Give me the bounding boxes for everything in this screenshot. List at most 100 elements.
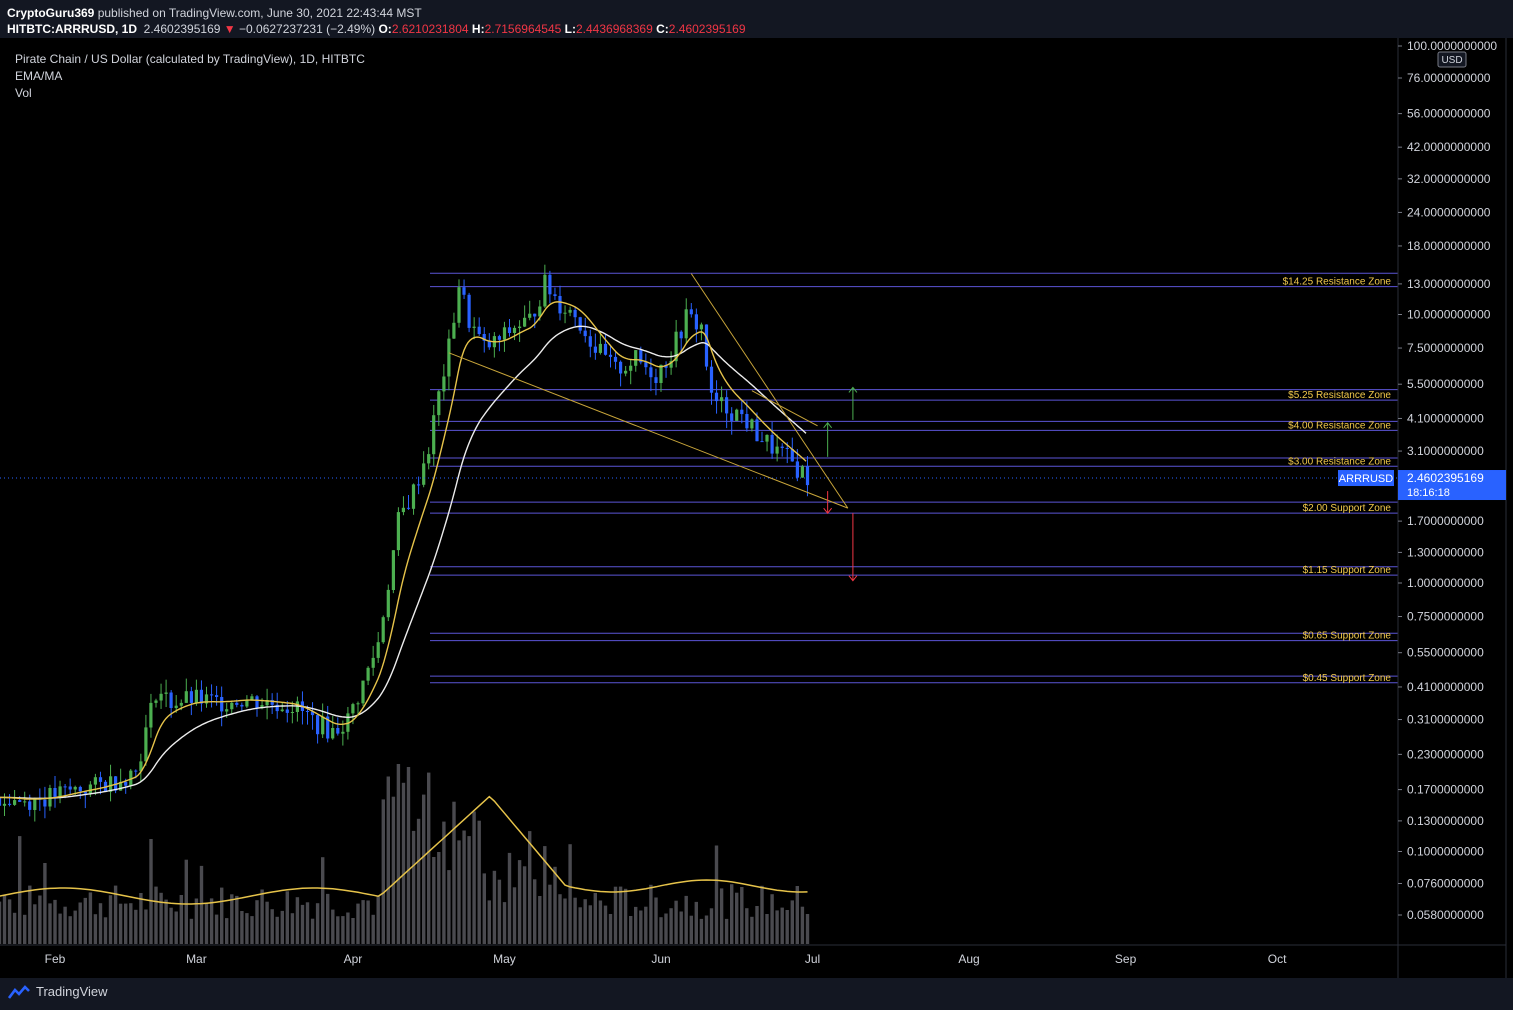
ma-line <box>0 325 807 799</box>
candle-body <box>467 294 471 328</box>
candle-body <box>563 312 567 314</box>
price-axis[interactable]: 100.0000000000 76.0000000000 56.0000000000… <box>1338 38 1513 978</box>
open-label: O: <box>378 22 392 36</box>
volume-bar <box>113 885 118 944</box>
price-chart[interactable]: $14.25 Resistance Zone $5.25 Resistance Z… <box>0 38 1513 978</box>
price-tick-label: 7.5000000000 <box>1407 341 1484 355</box>
candle-body <box>280 709 284 712</box>
volume-bar <box>588 905 592 944</box>
volume-bar <box>139 893 143 944</box>
candle-body <box>93 777 97 785</box>
symbol-tag <box>1338 470 1394 487</box>
candle-body <box>497 336 501 340</box>
candle-body <box>699 324 703 330</box>
candle-body <box>664 364 668 368</box>
volume-bar <box>634 906 638 944</box>
candle-body <box>608 354 613 357</box>
zone-label: $2.00 Support Zone <box>1303 503 1392 514</box>
volume-bar <box>220 887 224 944</box>
candle-body <box>679 331 683 339</box>
candle-body <box>48 788 52 807</box>
volume-bar <box>482 873 486 944</box>
candle-body <box>63 786 67 788</box>
volume-bar <box>48 903 52 944</box>
volume-bar <box>315 903 320 944</box>
candle-body <box>134 770 138 772</box>
volume-bar <box>43 863 47 944</box>
volume-bar <box>179 895 183 944</box>
candle-body <box>745 414 749 429</box>
candle-body <box>109 776 113 792</box>
volume-bar <box>765 914 769 944</box>
volume-bar <box>0 901 2 944</box>
volume-bar <box>275 916 279 944</box>
volume-bar <box>124 903 128 944</box>
publish-line: CryptoGuru369 published on TradingView.c… <box>7 6 422 20</box>
volume-bar <box>33 904 37 944</box>
candle-body <box>310 711 315 716</box>
ema-legend[interactable]: EMA/MA <box>15 69 63 83</box>
volume-bar <box>719 888 724 944</box>
tradingview-logo[interactable]: TradingView <box>8 984 108 999</box>
price-tick-label: 10.0000000000 <box>1407 308 1491 322</box>
candle-body <box>573 309 577 318</box>
candle-body <box>230 702 234 710</box>
volume-bar <box>68 916 72 944</box>
high-value: 2.7156964545 <box>484 22 562 36</box>
candle-body <box>275 704 279 712</box>
open-value: 2.6210231804 <box>391 22 469 36</box>
candle-body <box>558 296 562 314</box>
volume-bar <box>659 917 663 944</box>
volume-bar <box>386 776 390 944</box>
candle-body <box>285 709 289 713</box>
price-tick-label: 1.7000000000 <box>1407 514 1484 528</box>
vol-legend[interactable]: Vol <box>15 86 32 100</box>
time-tick-label: Sep <box>1115 952 1137 966</box>
candle-body <box>189 691 193 703</box>
author-name[interactable]: CryptoGuru369 <box>7 6 95 20</box>
candle-body <box>603 343 608 355</box>
arrow-down-icon-head <box>823 507 833 514</box>
volume-bar <box>214 914 219 944</box>
candle-body <box>785 448 789 449</box>
candle-body <box>770 434 774 454</box>
volume-bar <box>53 899 57 944</box>
close-value: 2.4602395169 <box>668 22 746 36</box>
candle-body <box>669 361 673 368</box>
candle-body <box>649 367 653 378</box>
volume-bar <box>492 870 497 944</box>
price-tick-label: 76.0000000000 <box>1407 71 1491 85</box>
volume-bar <box>558 894 562 944</box>
ohlc-line: HITBTC:ARRRUSD, 1D 2.4602395169 ▼ −0.062… <box>7 22 746 36</box>
volume-bar <box>255 900 259 944</box>
volume-bar <box>235 895 239 944</box>
time-axis[interactable]: Feb Mar Apr May Jun Jul Aug Sep Oct <box>0 944 1506 966</box>
candle-body <box>613 356 618 362</box>
price-tick-label: 3.1000000000 <box>1407 444 1484 458</box>
candle-body <box>8 803 12 805</box>
candle-body <box>634 350 638 366</box>
candle-body <box>644 362 648 368</box>
candle-body <box>538 306 542 317</box>
candle-body <box>593 346 597 353</box>
time-tick-label: Aug <box>958 952 979 966</box>
volume-bar <box>149 839 153 944</box>
candle-body <box>199 689 203 704</box>
candle-body <box>366 667 370 681</box>
indicator-layer <box>0 301 1398 800</box>
volume-bar <box>381 799 385 944</box>
volume-bar <box>134 909 138 944</box>
ema-line <box>0 301 807 800</box>
candle-body <box>139 761 143 772</box>
volume-bar <box>174 911 178 944</box>
close-label: C: <box>656 22 669 36</box>
candle-body <box>351 704 355 714</box>
candle-body <box>432 415 436 455</box>
low-label: L: <box>564 22 576 36</box>
candle-body <box>452 322 456 339</box>
candle-body <box>583 330 587 337</box>
candle-body <box>225 709 229 712</box>
candle-body <box>194 689 198 703</box>
volume-bar <box>533 879 537 944</box>
volume-bar <box>326 893 330 944</box>
